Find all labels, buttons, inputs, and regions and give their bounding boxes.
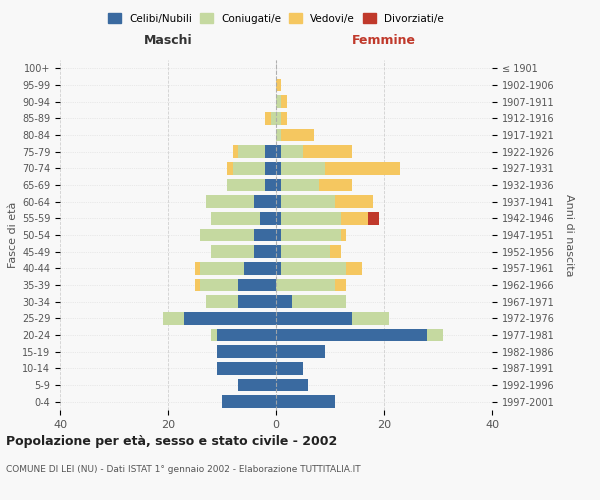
Bar xyxy=(276,129,281,141)
Bar xyxy=(227,179,265,192)
Bar xyxy=(200,229,254,241)
Bar xyxy=(265,179,276,192)
Bar xyxy=(254,246,276,258)
Bar xyxy=(276,262,281,274)
Bar xyxy=(281,262,346,274)
Bar xyxy=(352,312,389,324)
Bar xyxy=(200,262,244,274)
Bar xyxy=(276,246,281,258)
Bar xyxy=(281,229,341,241)
Bar xyxy=(281,146,303,158)
Text: Popolazione per età, sesso e stato civile - 2002: Popolazione per età, sesso e stato civil… xyxy=(6,435,337,448)
Bar xyxy=(281,212,341,224)
Bar xyxy=(335,279,346,291)
Bar xyxy=(271,112,276,124)
Text: Maschi: Maschi xyxy=(143,34,193,46)
Bar xyxy=(233,162,265,174)
Bar xyxy=(276,96,281,108)
Bar xyxy=(217,346,276,358)
Bar xyxy=(238,379,276,391)
Legend: Celibi/Nubili, Coniugati/e, Vedovi/e, Divorziati/e: Celibi/Nubili, Coniugati/e, Vedovi/e, Di… xyxy=(105,10,447,26)
Bar xyxy=(303,146,352,158)
Bar xyxy=(276,146,281,158)
Bar xyxy=(335,196,373,208)
Bar xyxy=(276,362,303,374)
Bar xyxy=(265,146,276,158)
Bar xyxy=(341,212,368,224)
Bar xyxy=(222,396,276,408)
Bar xyxy=(217,329,276,341)
Bar xyxy=(233,146,238,158)
Bar xyxy=(346,262,362,274)
Bar xyxy=(238,279,276,291)
Bar xyxy=(281,129,314,141)
Bar xyxy=(206,196,254,208)
Y-axis label: Fasce di età: Fasce di età xyxy=(8,202,18,268)
Bar xyxy=(227,162,233,174)
Bar xyxy=(281,179,319,192)
Bar xyxy=(276,329,427,341)
Bar xyxy=(206,296,238,308)
Bar xyxy=(260,212,276,224)
Bar xyxy=(254,229,276,241)
Bar xyxy=(427,329,443,341)
Bar xyxy=(325,162,400,174)
Bar xyxy=(195,279,200,291)
Bar xyxy=(341,229,346,241)
Bar xyxy=(276,212,281,224)
Bar xyxy=(281,162,325,174)
Bar xyxy=(195,262,200,274)
Bar xyxy=(211,246,254,258)
Bar xyxy=(217,362,276,374)
Bar xyxy=(276,312,352,324)
Bar xyxy=(276,396,335,408)
Bar xyxy=(276,196,281,208)
Bar xyxy=(276,162,281,174)
Bar xyxy=(292,296,346,308)
Bar xyxy=(200,279,238,291)
Bar xyxy=(368,212,379,224)
Y-axis label: Anni di nascita: Anni di nascita xyxy=(564,194,574,276)
Bar xyxy=(276,229,281,241)
Bar xyxy=(330,246,341,258)
Bar xyxy=(254,196,276,208)
Bar xyxy=(211,329,217,341)
Text: COMUNE DI LEI (NU) - Dati ISTAT 1° gennaio 2002 - Elaborazione TUTTITALIA.IT: COMUNE DI LEI (NU) - Dati ISTAT 1° genna… xyxy=(6,465,361,474)
Bar xyxy=(281,246,330,258)
Bar xyxy=(265,112,271,124)
Bar xyxy=(276,379,308,391)
Bar xyxy=(319,179,352,192)
Bar xyxy=(276,179,281,192)
Bar xyxy=(184,312,276,324)
Bar xyxy=(276,112,281,124)
Bar xyxy=(244,262,276,274)
Bar xyxy=(276,346,325,358)
Bar xyxy=(211,212,260,224)
Bar xyxy=(238,296,276,308)
Bar xyxy=(276,79,281,92)
Text: Femmine: Femmine xyxy=(352,34,416,46)
Bar xyxy=(238,146,265,158)
Bar xyxy=(281,196,335,208)
Bar xyxy=(163,312,184,324)
Bar xyxy=(276,279,335,291)
Bar xyxy=(265,162,276,174)
Bar xyxy=(281,96,287,108)
Bar xyxy=(276,296,292,308)
Bar xyxy=(281,112,287,124)
